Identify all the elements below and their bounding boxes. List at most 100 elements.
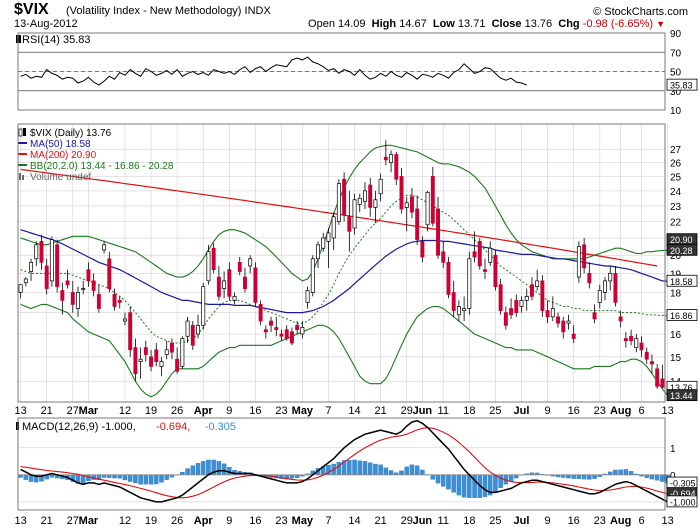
- candle-body: [243, 276, 247, 289]
- macd-histogram-bar: [446, 474, 451, 490]
- price-legend-entry: $VIX (Daily) 13.76: [30, 128, 112, 139]
- bb-mid-line: [20, 194, 668, 344]
- price-tick-label: 20: [670, 251, 682, 262]
- macd-histogram-bar: [148, 474, 154, 485]
- price-panel-frame: [17, 123, 666, 403]
- price-x-tick-label: 23: [594, 405, 606, 417]
- price-x-tick-label: 16: [249, 405, 261, 417]
- macd-histogram-bar: [195, 463, 201, 475]
- candle-body: [248, 258, 253, 267]
- candle-body: [263, 329, 268, 333]
- candle-body: [232, 296, 237, 301]
- candle-body: [462, 308, 467, 311]
- candle-body: [274, 327, 279, 331]
- price-tick-label: 23: [670, 202, 682, 213]
- open-label: Open: [308, 18, 335, 30]
- price-x-tick-label: 27: [67, 405, 79, 417]
- candle-body: [420, 241, 425, 258]
- macd-signal-line: [20, 427, 668, 499]
- candle-body: [587, 273, 592, 284]
- candle-body: [363, 190, 367, 202]
- price-x-tick-label: 11: [438, 405, 449, 417]
- price-x-tick-label: May: [292, 405, 314, 417]
- macd-histogram-bar: [378, 464, 383, 475]
- candle-body: [258, 304, 263, 322]
- macd-histogram-bar: [23, 474, 29, 480]
- macd-histogram-bar: [367, 462, 373, 475]
- price-x-tick-label: 26: [171, 405, 183, 417]
- candle-body: [404, 202, 409, 208]
- candle-body: [216, 276, 221, 297]
- symbol-exchange: INDX: [244, 5, 271, 17]
- macd-histogram-bar: [221, 463, 227, 475]
- rsi-tick-label: 90: [670, 29, 682, 40]
- ohlc-readout: Open 14.09 High 14.67 Low 13.71 Close 13…: [308, 18, 665, 30]
- macd-histogram-bar: [154, 474, 159, 485]
- macd-x-tick-label: 23: [594, 515, 606, 527]
- symbol-name: (Volatility Index - New Methodology): [66, 5, 242, 17]
- macd-histogram-bar: [461, 474, 467, 498]
- candle-body: [556, 316, 561, 324]
- macd-panel-frame: [17, 417, 666, 511]
- price-badge: 13.44: [670, 391, 693, 401]
- price-badge-box: [666, 309, 698, 321]
- macd-x-tick-label: 29: [401, 515, 413, 527]
- candle-body: [342, 178, 347, 216]
- macd-x-tick-label: May: [292, 515, 314, 527]
- macd-histogram-bar: [514, 474, 519, 479]
- macd-x-tick-label: Apr: [194, 515, 214, 527]
- macd-x-tick-label: 6: [638, 515, 644, 527]
- candle-body: [425, 191, 430, 226]
- candle-body: [336, 183, 341, 222]
- macd-histogram-bar: [107, 474, 112, 478]
- candle-body: [613, 273, 618, 303]
- candle-body: [498, 284, 503, 311]
- macd-histogram-bar: [399, 470, 404, 475]
- candle-body: [81, 288, 86, 290]
- macd-histogram-bar: [592, 474, 597, 479]
- macd-panel: -101MACD(12,26,9) -1.000,-0.694,-0.305-0…: [14, 419, 698, 527]
- macd-histogram-bar: [388, 470, 394, 475]
- candle-body: [644, 351, 649, 360]
- candle-body: [378, 178, 383, 195]
- candle-body: [164, 349, 169, 355]
- price-x-tick-label: 29: [401, 405, 413, 417]
- candle-body: [201, 286, 206, 326]
- price-x-tick-label: Apr: [194, 405, 214, 417]
- candle-body: [477, 241, 482, 267]
- macd-histogram-bar: [409, 464, 415, 475]
- macd-histogram-bar: [200, 461, 206, 475]
- candle-body: [660, 378, 665, 388]
- candle-body: [211, 247, 216, 271]
- candle-body: [550, 308, 555, 318]
- low-value: 13.71: [457, 18, 486, 30]
- macd-x-tick-label: 25: [489, 515, 501, 527]
- candle-body: [483, 269, 487, 272]
- macd-histogram-bar: [456, 474, 462, 496]
- candle-body: [279, 333, 284, 337]
- candle-body: [18, 284, 23, 293]
- macd-tick-label: 1: [670, 444, 676, 455]
- candle-body: [493, 254, 498, 287]
- close-label: Close: [491, 18, 522, 30]
- macd-x-tick-label: 14: [348, 515, 360, 527]
- open-value: 14.09: [338, 18, 366, 30]
- macd-badge: -0.694: [670, 489, 696, 499]
- candle-body: [415, 208, 420, 241]
- candle-body: [107, 258, 112, 289]
- macd-histogram-bar: [185, 468, 190, 475]
- candle-body: [180, 338, 185, 367]
- candle-body: [206, 251, 211, 282]
- macd-histogram-bar: [133, 474, 138, 484]
- chart-symbol-description: (Volatility Index - New Methodology) IND…: [66, 5, 271, 17]
- candle-body: [488, 247, 493, 263]
- macd-histogram-bar: [607, 471, 613, 475]
- macd-histogram-bar: [420, 469, 425, 475]
- bb-lower-line: [20, 303, 669, 398]
- candle-body: [430, 176, 435, 224]
- macd-x-tick-label: 9: [226, 515, 232, 527]
- macd-histogram-bar: [127, 474, 133, 482]
- macd-histogram-bar: [618, 469, 623, 475]
- price-legend-entry: BB(20,2.0) 13.44 - 16.86 - 20.28: [30, 161, 174, 172]
- candle-body: [149, 356, 154, 367]
